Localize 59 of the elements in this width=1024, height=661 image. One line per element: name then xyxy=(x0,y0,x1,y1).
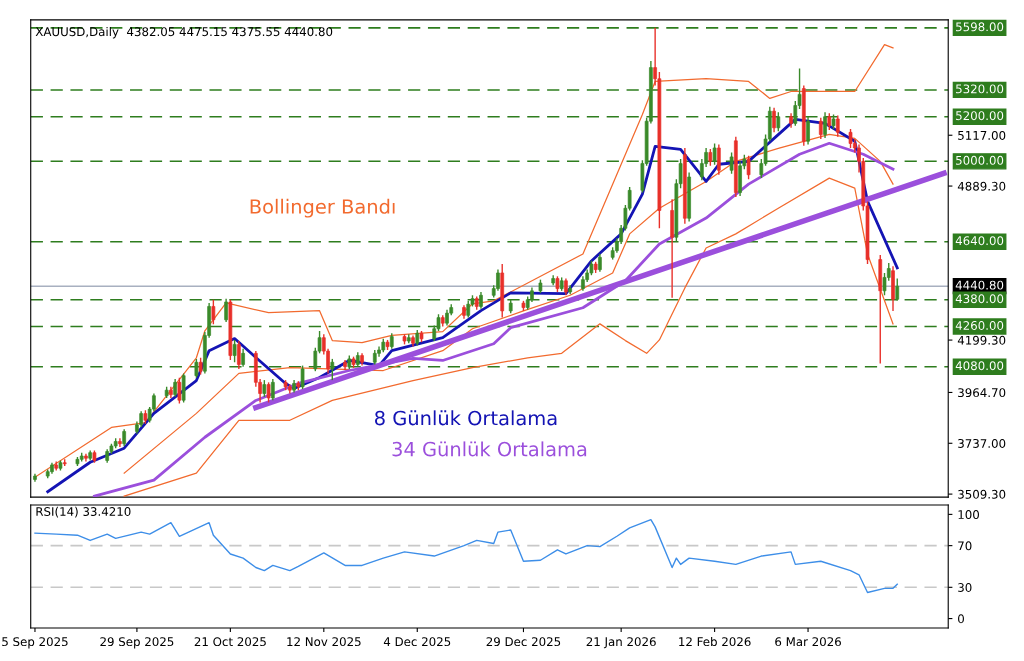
y-tick-label: 3737.00 xyxy=(958,439,1006,448)
candlestick xyxy=(835,114,840,138)
text: 8 Günlük Ortalama xyxy=(375,410,557,426)
candlestick xyxy=(177,377,182,405)
x-tick-label: 12 Nov 2025 xyxy=(287,637,361,647)
ref-line-label: 5598.00 xyxy=(956,22,1004,32)
candlestick xyxy=(194,358,199,379)
x-tick-label: 21 Oct 2025 xyxy=(194,637,266,647)
y-tick-label: 0 xyxy=(958,614,964,624)
candlestick xyxy=(300,364,305,390)
x-tick-label: 5 Sep 2025 xyxy=(2,637,68,649)
ref-line-label: 4640.00 xyxy=(955,236,1004,246)
text: XAUUSD,Daily 4382.05 4475.15 4375.55 4440.80 xyxy=(35,26,333,39)
ref-line-label: 5200.00 xyxy=(956,111,1004,121)
x-tick-label: 29 Sep 2025 xyxy=(100,637,174,649)
candlestick xyxy=(232,339,237,363)
chart-title: RSI(14) 33.4210 xyxy=(36,506,131,518)
ref-line-label: 5000.00 xyxy=(956,155,1004,165)
candlestick xyxy=(746,155,751,180)
candlestick xyxy=(118,437,122,448)
candlestick xyxy=(224,297,228,323)
y-tick-label: 3964.70 xyxy=(958,388,1006,398)
ref-line-label: 4440.80 xyxy=(955,280,1004,290)
x-tick-label: 6 Mar 2026 xyxy=(775,637,841,647)
candlestick xyxy=(717,143,721,176)
ref-line-label: 4080.00 xyxy=(955,361,1004,371)
x-tick-label: 21 Jan 2026 xyxy=(586,637,656,649)
line-series xyxy=(34,518,898,594)
candlestick xyxy=(266,381,271,404)
candlestick xyxy=(712,142,717,166)
ref-line-label: 4260.00 xyxy=(955,321,1004,330)
text: 34 Günlük Ortalama xyxy=(392,441,587,457)
y-tick-label: 30 xyxy=(958,583,972,592)
candlestick xyxy=(211,299,216,325)
candlestick xyxy=(895,277,900,302)
candlestick xyxy=(823,111,827,139)
candlestick xyxy=(776,111,781,132)
candlestick xyxy=(848,128,853,149)
y-tick-label: 4889.30 xyxy=(957,181,1006,191)
y-tick-label: 4199.30 xyxy=(957,335,1006,345)
candlestick xyxy=(237,340,241,370)
line-series xyxy=(34,43,894,478)
candlestick xyxy=(806,116,810,146)
y-tick-label: 70 xyxy=(958,541,972,551)
candlestick xyxy=(271,378,275,401)
x-tick-label: 12 Feb 2026 xyxy=(679,636,751,647)
y-tick-label: 100 xyxy=(958,510,979,520)
candlestick xyxy=(496,268,500,292)
candlestick xyxy=(729,151,734,175)
candlestick xyxy=(818,117,823,140)
ref-line-label: 5320.00 xyxy=(956,84,1004,94)
x-tick-label: 29 Dec 2025 xyxy=(486,637,561,647)
candlestick xyxy=(772,107,776,134)
ref-line-label: 4380.00 xyxy=(955,294,1004,304)
y-tick-label: 5117.00 xyxy=(958,130,1006,140)
candlestick xyxy=(330,358,335,381)
text: Bollinger Bandı xyxy=(250,198,395,218)
y-tick-label: 3509.30 xyxy=(958,489,1006,499)
x-tick-label: 4 Dec 2025 xyxy=(383,637,451,647)
